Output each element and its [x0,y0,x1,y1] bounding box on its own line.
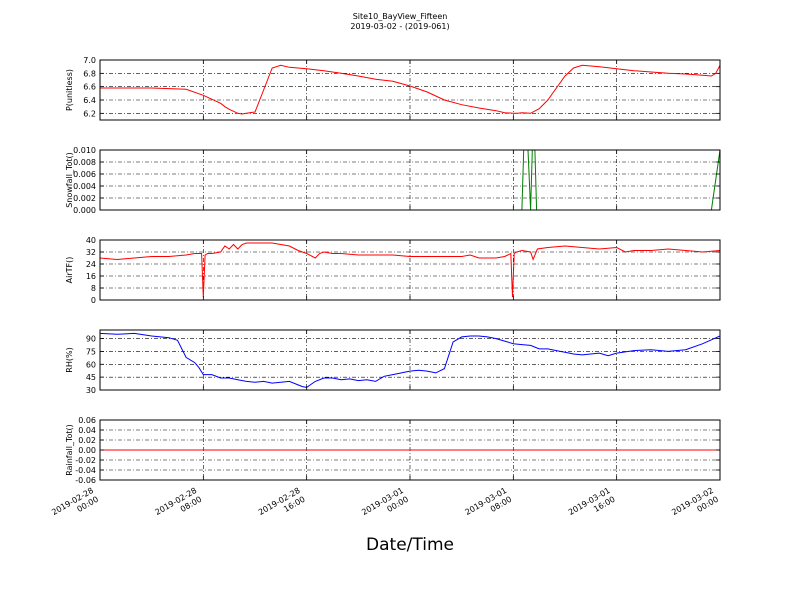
figure-title: Site10_BayView_Fifteen [353,12,448,21]
y-tick-label: 0.010 [73,146,96,155]
y-tick-label: 8 [91,284,96,293]
x-tick-label: 2019-02-2800:00 [50,486,100,526]
y-axis-label: Rainfall_Tot() [65,424,74,476]
series-line-3 [100,242,720,298]
y-tick-label: 0 [91,296,96,305]
chart-panels: 6.26.46.66.87.0P(unitless)0.0000.0020.00… [50,56,721,526]
x-tick-label: 2019-03-0200:00 [670,486,720,526]
series-line-1 [100,64,720,115]
series-line-4 [100,332,720,388]
y-tick-label: 6.8 [83,69,96,78]
x-tick-label: 2019-03-0108:00 [464,486,514,526]
y-axis-label: AirTF() [65,257,74,284]
y-tick-label: 60 [86,360,96,369]
y-tick-label: 40 [86,236,96,245]
y-tick-label: 30 [86,386,96,395]
y-tick-label: 0.004 [73,182,96,191]
y-tick-label: 0.006 [73,170,96,179]
y-tick-label: 75 [86,347,96,356]
panel-1: 6.2 6.4 6.6 6.8 7.0 P(unitless) [65,56,721,121]
x-tick-label: 2019-03-0100:00 [360,486,410,526]
y-tick-label: 90 [86,335,96,344]
x-axis-label: Date/Time [366,535,454,555]
y-tick-label: 16 [86,272,96,281]
panel-4: 30 45 60 75 90 RH(%) [65,329,721,395]
y-tick-label: 7.0 [83,56,96,65]
y-tick-label: 6.6 [83,83,96,92]
y-axis-label: Snowfall_Tot() [65,152,74,208]
y-axis-label: P(unitless) [65,69,74,111]
y-tick-label: 6.2 [83,109,96,118]
y-tick-label: 32 [86,248,96,257]
y-axis-label: RH(%) [65,347,74,372]
y-tick-label: -0.06 [75,476,96,485]
y-tick-label: 0.00 [78,446,96,455]
y-tick-label: 0.002 [73,194,96,203]
y-tick-label: 6.4 [83,96,96,105]
x-tick-label: 2019-02-2816:00 [257,486,307,526]
y-tick-label: -0.02 [75,456,96,465]
y-tick-label: 0.008 [73,158,96,167]
panel-3: 0 8 16 24 32 40 AirTF() [65,236,721,305]
panel-2: 0.000 0.002 0.004 0.006 0.008 0.010Snowfall_T… [65,146,721,215]
y-tick-label: 45 [86,373,96,382]
x-tick-label: 2019-02-2808:00 [154,486,204,526]
figure-subtitle: 2019-03-02 - (2019-061) [350,22,449,31]
y-tick-label: 24 [86,260,96,269]
y-tick-label: 0.06 [78,416,96,425]
panel-5: -0.06-0.04-0.020.000.020.040.06 Rainfall_… [65,416,721,485]
x-tick-label: 2019-03-0116:00 [567,486,617,526]
y-tick-label: -0.04 [75,466,96,475]
y-tick-label: 0.02 [78,436,96,445]
y-tick-label: 0.04 [78,426,96,435]
y-tick-label: 0.000 [73,206,96,215]
